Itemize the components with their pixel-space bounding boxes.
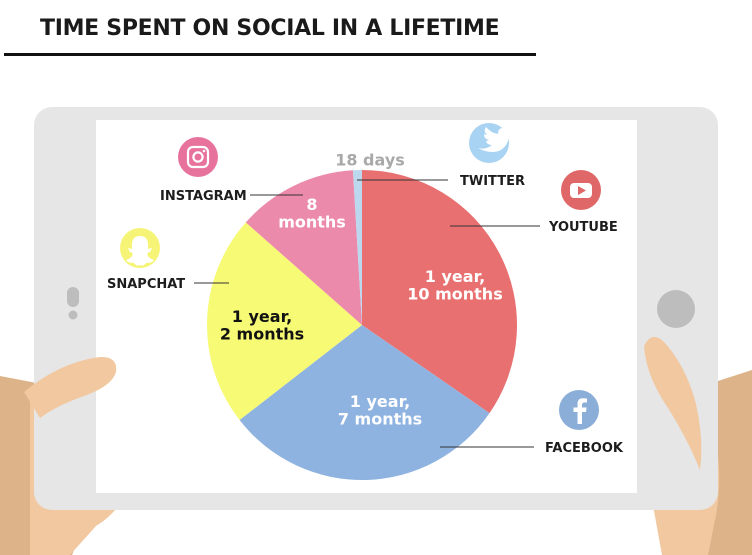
label-facebook: FACEBOOK [545,441,624,456]
pie-value-label-line: 2 months [220,324,304,343]
pie-value-label-line: 18 days [335,151,405,170]
page-title: TIME SPENT ON SOCIAL IN A LIFETIME [40,16,500,41]
facebook-icon [559,390,599,430]
label-instagram: INSTAGRAM [160,189,247,204]
pie-slice-twitter [352,169,362,325]
pie-slice-instagram [245,170,362,325]
left-thumb [24,356,117,418]
snapchat-icon [120,228,160,268]
pie-value-label-twitter: 18 days [335,151,405,170]
tablet-speaker-slot [67,287,79,307]
label-youtube: YOUTUBE [548,220,618,235]
label-snapchat: SNAPCHAT [107,277,185,292]
leader-lines [194,179,540,448]
pie-value-label-line: 10 months [407,284,502,303]
pie-value-label-facebook: 1 year, 7 months [338,392,422,429]
pie-value-label-snapchat: 1 year, 2 months [220,307,304,344]
right-thumb [644,336,702,470]
pie-value-label-line: 1 year, [350,392,410,411]
title-underline [4,53,536,56]
pie-value-label-youtube: 1 year, 10 months [407,267,502,304]
twitter-icon [469,123,512,163]
pie-chart [207,169,518,481]
pie-value-label-line: 7 months [338,409,422,428]
pie-value-label-instagram: 8 months [278,195,346,232]
pie-value-label-line: 8 [306,195,317,214]
instagram-icon [178,137,218,177]
pie-slice-youtube [362,170,518,414]
fingers [24,336,702,470]
youtube-icon [561,170,601,210]
tablet-home-button [657,290,695,328]
pie-value-label-line: months [278,212,346,231]
pie-slice-facebook [239,325,490,481]
pie-value-label-line: 1 year, [425,267,485,286]
tablet-camera [68,310,78,320]
label-twitter: TWITTER [460,174,525,189]
pie-value-label-line: 1 year, [232,307,292,326]
pie-slice-snapchat [207,222,362,421]
